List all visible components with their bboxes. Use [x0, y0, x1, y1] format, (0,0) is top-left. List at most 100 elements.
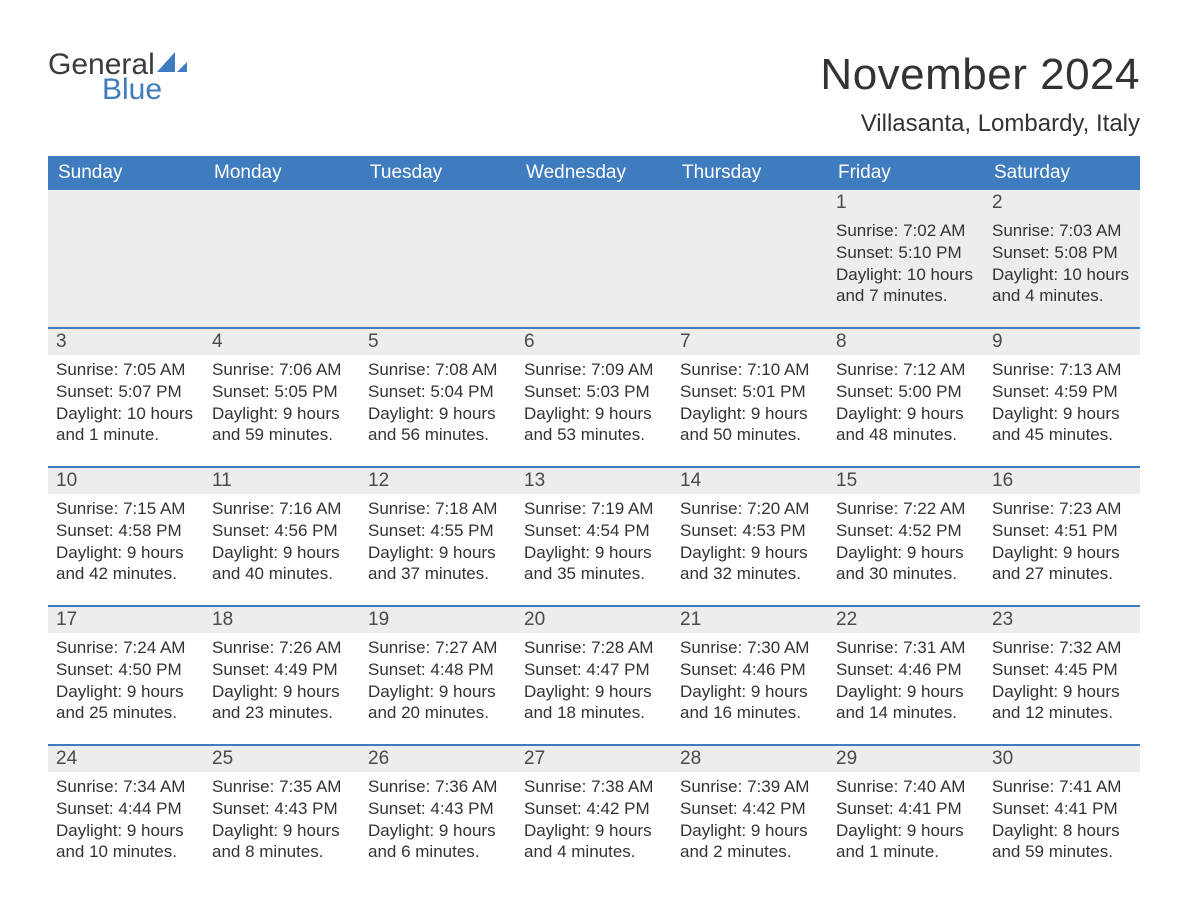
day-number: 5 — [360, 327, 516, 355]
day-details: Sunrise: 7:28 AMSunset: 4:47 PMDaylight:… — [516, 633, 672, 724]
sunrise-text: Sunrise: 7:28 AM — [524, 637, 664, 659]
day-details: Sunrise: 7:23 AMSunset: 4:51 PMDaylight:… — [984, 494, 1140, 585]
daylight-text: Daylight: 9 hours and 8 minutes. — [212, 820, 352, 864]
day-number: 9 — [984, 327, 1140, 355]
day-details: Sunrise: 7:19 AMSunset: 4:54 PMDaylight:… — [516, 494, 672, 585]
sunset-text: Sunset: 4:44 PM — [56, 798, 196, 820]
sunset-text: Sunset: 5:03 PM — [524, 381, 664, 403]
day-details: Sunrise: 7:02 AMSunset: 5:10 PMDaylight:… — [828, 216, 984, 307]
brand-logo: General Blue — [48, 50, 189, 105]
daylight-text: Daylight: 10 hours and 1 minute. — [56, 403, 196, 447]
daylight-text: Daylight: 9 hours and 10 minutes. — [56, 820, 196, 864]
day-details: Sunrise: 7:39 AMSunset: 4:42 PMDaylight:… — [672, 772, 828, 863]
day-details: Sunrise: 7:40 AMSunset: 4:41 PMDaylight:… — [828, 772, 984, 863]
calendar-day-empty — [204, 190, 360, 327]
sunrise-text: Sunrise: 7:40 AM — [836, 776, 976, 798]
calendar-day: 25Sunrise: 7:35 AMSunset: 4:43 PMDayligh… — [204, 744, 360, 883]
day-details: Sunrise: 7:08 AMSunset: 5:04 PMDaylight:… — [360, 355, 516, 446]
day-number: 3 — [48, 327, 204, 355]
day-details: Sunrise: 7:09 AMSunset: 5:03 PMDaylight:… — [516, 355, 672, 446]
sunrise-text: Sunrise: 7:09 AM — [524, 359, 664, 381]
day-number: 4 — [204, 327, 360, 355]
daylight-text: Daylight: 9 hours and 53 minutes. — [524, 403, 664, 447]
calendar-week: 1Sunrise: 7:02 AMSunset: 5:10 PMDaylight… — [48, 190, 1140, 327]
daylight-text: Daylight: 9 hours and 18 minutes. — [524, 681, 664, 725]
sunrise-text: Sunrise: 7:32 AM — [992, 637, 1132, 659]
calendar-week: 10Sunrise: 7:15 AMSunset: 4:58 PMDayligh… — [48, 466, 1140, 605]
calendar-day-empty — [360, 190, 516, 327]
day-details: Sunrise: 7:24 AMSunset: 4:50 PMDaylight:… — [48, 633, 204, 724]
weekday-header: Sunday — [48, 156, 204, 190]
sunrise-text: Sunrise: 7:36 AM — [368, 776, 508, 798]
calendar-day: 19Sunrise: 7:27 AMSunset: 4:48 PMDayligh… — [360, 605, 516, 744]
sunrise-text: Sunrise: 7:24 AM — [56, 637, 196, 659]
weekday-header: Thursday — [672, 156, 828, 190]
calendar-day: 21Sunrise: 7:30 AMSunset: 4:46 PMDayligh… — [672, 605, 828, 744]
day-details: Sunrise: 7:41 AMSunset: 4:41 PMDaylight:… — [984, 772, 1140, 863]
daylight-text: Daylight: 10 hours and 7 minutes. — [836, 264, 976, 308]
sunrise-text: Sunrise: 7:10 AM — [680, 359, 820, 381]
day-details: Sunrise: 7:38 AMSunset: 4:42 PMDaylight:… — [516, 772, 672, 863]
day-number: 18 — [204, 605, 360, 633]
sunset-text: Sunset: 4:56 PM — [212, 520, 352, 542]
daylight-text: Daylight: 9 hours and 30 minutes. — [836, 542, 976, 586]
day-details: Sunrise: 7:27 AMSunset: 4:48 PMDaylight:… — [360, 633, 516, 724]
calendar-day: 9Sunrise: 7:13 AMSunset: 4:59 PMDaylight… — [984, 327, 1140, 466]
weekday-header: Wednesday — [516, 156, 672, 190]
day-number: 8 — [828, 327, 984, 355]
weekday-header-row: Sunday Monday Tuesday Wednesday Thursday… — [48, 156, 1140, 190]
sunset-text: Sunset: 4:50 PM — [56, 659, 196, 681]
day-number: 20 — [516, 605, 672, 633]
calendar-day: 8Sunrise: 7:12 AMSunset: 5:00 PMDaylight… — [828, 327, 984, 466]
day-number: 26 — [360, 744, 516, 772]
day-details: Sunrise: 7:16 AMSunset: 4:56 PMDaylight:… — [204, 494, 360, 585]
calendar-day: 27Sunrise: 7:38 AMSunset: 4:42 PMDayligh… — [516, 744, 672, 883]
day-details: Sunrise: 7:06 AMSunset: 5:05 PMDaylight:… — [204, 355, 360, 446]
sunset-text: Sunset: 4:42 PM — [680, 798, 820, 820]
sunrise-text: Sunrise: 7:41 AM — [992, 776, 1132, 798]
calendar-day: 1Sunrise: 7:02 AMSunset: 5:10 PMDaylight… — [828, 190, 984, 327]
sunset-text: Sunset: 5:10 PM — [836, 242, 976, 264]
day-details: Sunrise: 7:10 AMSunset: 5:01 PMDaylight:… — [672, 355, 828, 446]
sunrise-text: Sunrise: 7:27 AM — [368, 637, 508, 659]
header-bar: General Blue November 2024 Villasanta, L… — [48, 50, 1140, 148]
calendar-day: 28Sunrise: 7:39 AMSunset: 4:42 PMDayligh… — [672, 744, 828, 883]
calendar-week: 3Sunrise: 7:05 AMSunset: 5:07 PMDaylight… — [48, 327, 1140, 466]
calendar: Sunday Monday Tuesday Wednesday Thursday… — [48, 156, 1140, 883]
sunset-text: Sunset: 5:00 PM — [836, 381, 976, 403]
day-number: 24 — [48, 744, 204, 772]
calendar-day: 22Sunrise: 7:31 AMSunset: 4:46 PMDayligh… — [828, 605, 984, 744]
sunset-text: Sunset: 4:43 PM — [368, 798, 508, 820]
sunset-text: Sunset: 4:54 PM — [524, 520, 664, 542]
calendar-day-empty — [516, 190, 672, 327]
daylight-text: Daylight: 9 hours and 40 minutes. — [212, 542, 352, 586]
daylight-text: Daylight: 9 hours and 25 minutes. — [56, 681, 196, 725]
daylight-text: Daylight: 10 hours and 4 minutes. — [992, 264, 1132, 308]
sunrise-text: Sunrise: 7:38 AM — [524, 776, 664, 798]
day-number: 15 — [828, 466, 984, 494]
weekday-header: Saturday — [984, 156, 1140, 190]
sunrise-text: Sunrise: 7:12 AM — [836, 359, 976, 381]
daylight-text: Daylight: 9 hours and 16 minutes. — [680, 681, 820, 725]
calendar-week: 24Sunrise: 7:34 AMSunset: 4:44 PMDayligh… — [48, 744, 1140, 883]
day-details: Sunrise: 7:32 AMSunset: 4:45 PMDaylight:… — [984, 633, 1140, 724]
sunrise-text: Sunrise: 7:08 AM — [368, 359, 508, 381]
day-number: 17 — [48, 605, 204, 633]
calendar-week: 17Sunrise: 7:24 AMSunset: 4:50 PMDayligh… — [48, 605, 1140, 744]
sunrise-text: Sunrise: 7:34 AM — [56, 776, 196, 798]
calendar-day: 14Sunrise: 7:20 AMSunset: 4:53 PMDayligh… — [672, 466, 828, 605]
day-details: Sunrise: 7:15 AMSunset: 4:58 PMDaylight:… — [48, 494, 204, 585]
calendar-day: 26Sunrise: 7:36 AMSunset: 4:43 PMDayligh… — [360, 744, 516, 883]
calendar-day: 24 Sunrise: 7:34 AMSunset: 4:44 PMDayligh… — [48, 744, 204, 883]
location-subtitle: Villasanta, Lombardy, Italy — [820, 110, 1140, 138]
day-details: Sunrise: 7:36 AMSunset: 4:43 PMDaylight:… — [360, 772, 516, 863]
sunset-text: Sunset: 4:47 PM — [524, 659, 664, 681]
daylight-text: Daylight: 9 hours and 20 minutes. — [368, 681, 508, 725]
daylight-text: Daylight: 9 hours and 1 minute. — [836, 820, 976, 864]
sunset-text: Sunset: 5:08 PM — [992, 242, 1132, 264]
daylight-text: Daylight: 9 hours and 14 minutes. — [836, 681, 976, 725]
calendar-day: 7Sunrise: 7:10 AMSunset: 5:01 PMDaylight… — [672, 327, 828, 466]
sunset-text: Sunset: 4:53 PM — [680, 520, 820, 542]
calendar-day: 3Sunrise: 7:05 AMSunset: 5:07 PMDaylight… — [48, 327, 204, 466]
calendar-day: 23Sunrise: 7:32 AMSunset: 4:45 PMDayligh… — [984, 605, 1140, 744]
